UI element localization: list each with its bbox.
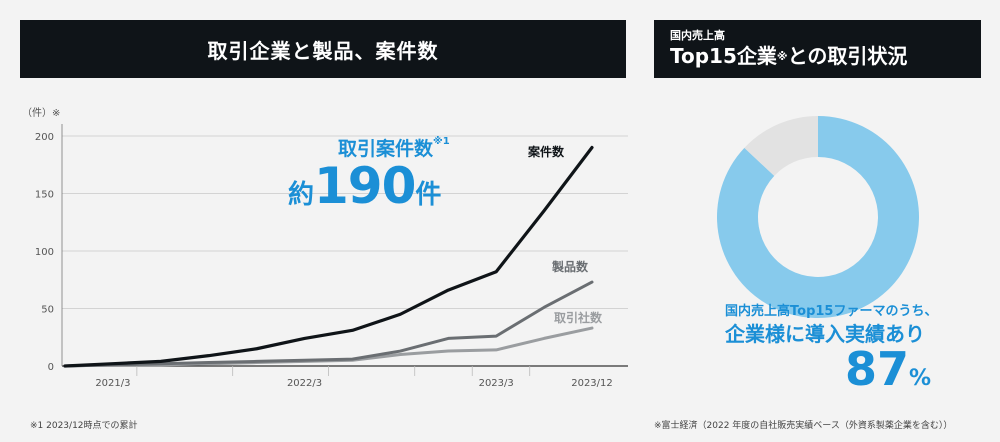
- y-unit-label: （件）※: [22, 107, 60, 119]
- series-label-companies: 取引社数: [554, 310, 603, 325]
- right-footnote: ※富士経済（2022 年度の自社販売実績ベース（外資系製薬企業を含む））: [654, 421, 953, 431]
- right-title-tail: との取引状況: [787, 44, 908, 68]
- cases-callout-label: 取引案件数※1: [338, 134, 450, 161]
- donut-value-number: 87: [845, 342, 910, 396]
- y-tick-label: 150: [35, 190, 54, 201]
- cases-callout-label-text: 取引案件数: [338, 138, 434, 160]
- donut-slice-remaining: [744, 116, 818, 176]
- right-title-main: Top15企業: [670, 44, 777, 68]
- cases-callout-suffix: 件: [415, 180, 442, 210]
- right-title-banner: 国内売上高 Top15企業※との取引状況: [654, 20, 981, 78]
- x-tick-label: 2023/3: [479, 378, 514, 389]
- donut-slice-adopted: [717, 116, 919, 318]
- x-tick-label: 2022/3: [287, 378, 322, 389]
- left-footnote: ※1 2023/12時点での累計: [30, 421, 138, 431]
- cases-callout-number: 190: [314, 157, 416, 215]
- x-tick-label: 2023/12: [571, 378, 613, 389]
- right-subtitle: 国内売上高: [670, 29, 725, 42]
- series-label-products: 製品数: [551, 259, 589, 274]
- donut-value-unit: %: [909, 366, 932, 391]
- cases-callout-note-mark: ※1: [433, 136, 450, 147]
- donut-value: 87%: [845, 342, 931, 396]
- right-title: Top15企業※との取引状況: [670, 43, 981, 69]
- line-chart: 0 50 100 150 200 （件）※ 2021/3 2022/3 2023/3 2023/1…: [22, 107, 628, 389]
- donut-chart: [717, 116, 919, 318]
- donut-caption-line2: 企業様に導入実績あり: [725, 322, 925, 346]
- left-title-banner: 取引企業と製品、案件数: [20, 20, 626, 78]
- right-title-mark: ※: [776, 50, 788, 63]
- y-tick-label: 100: [35, 247, 54, 258]
- cases-callout-value: 約190件: [288, 158, 441, 226]
- y-tick-label: 0: [48, 362, 54, 373]
- x-tick-label: 2021/3: [95, 378, 130, 389]
- left-title: 取引企業と製品、案件数: [207, 38, 439, 63]
- y-tick-label: 200: [35, 132, 54, 143]
- y-tick-label: 50: [41, 305, 54, 316]
- series-line-products: [63, 280, 594, 368]
- donut-caption-line1: 国内売上高Top15ファーマのうち、: [725, 304, 938, 319]
- cases-callout-prefix: 約: [288, 180, 315, 210]
- series-line-cases: [63, 145, 594, 368]
- series-label-cases: 案件数: [527, 144, 565, 159]
